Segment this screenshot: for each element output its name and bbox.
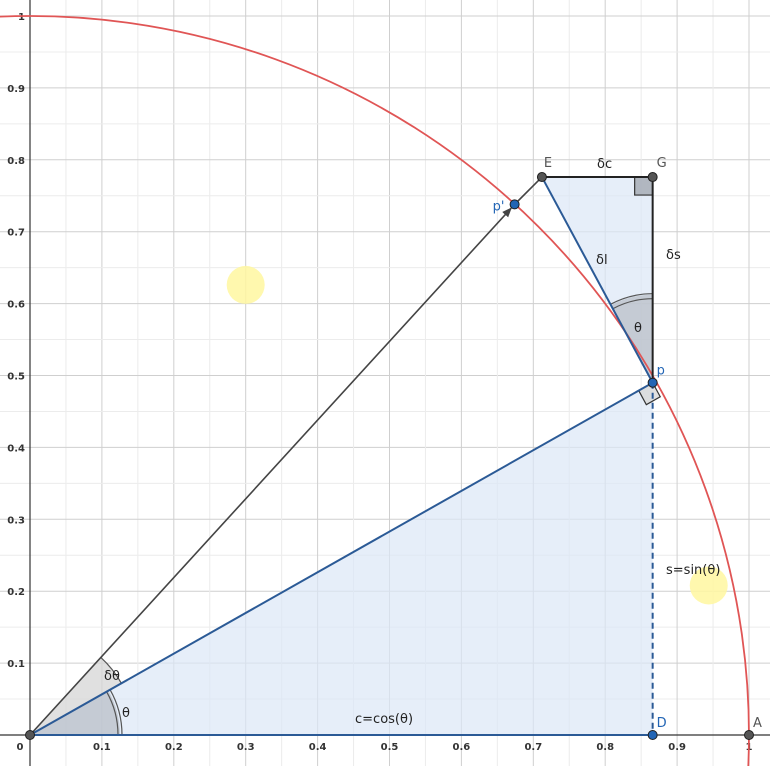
point-p[interactable] bbox=[647, 377, 658, 388]
y-tick-label: 0.1 bbox=[7, 659, 25, 670]
angle-theta-arc-outer bbox=[109, 689, 123, 736]
segment-delta-l[interactable] bbox=[541, 176, 654, 384]
point-g-label: G bbox=[657, 156, 667, 171]
tick-labels: 0 0.1 0.2 0.3 0.4 0.5 0.6 0.7 0.8 0.9 1 0.1 0.2 0.3 0.… bbox=[7, 12, 752, 753]
cos-label: c=cos(θ) bbox=[355, 712, 413, 727]
segment-op[interactable] bbox=[29, 381, 654, 736]
point-p-prime[interactable] bbox=[509, 199, 520, 210]
x-tick-label: 0.7 bbox=[524, 742, 542, 753]
sin-label: s=sin(θ) bbox=[666, 563, 720, 578]
x-tick-label: 0.1 bbox=[93, 742, 111, 753]
x-tick-label: 0.3 bbox=[237, 742, 255, 753]
x-tick-label: 0.9 bbox=[668, 742, 686, 753]
y-tick-label: 0.5 bbox=[7, 372, 25, 383]
point-p-label: p bbox=[657, 364, 665, 379]
point-a-label: A bbox=[753, 716, 762, 731]
delta-theta-label: δθ bbox=[104, 669, 120, 684]
angle-theta-at-p-wedge bbox=[610, 294, 653, 383]
highlight-dot bbox=[689, 566, 728, 605]
point-a[interactable] bbox=[744, 730, 754, 740]
y-tick-label: 0.3 bbox=[7, 515, 25, 526]
angle-theta-at-p-arc bbox=[612, 298, 653, 310]
theta-origin-label: θ bbox=[122, 706, 130, 721]
x-tick-label: 0.4 bbox=[309, 742, 327, 753]
angle-delta-theta-wedge bbox=[30, 657, 122, 735]
angle-theta-at-p-arc-outer bbox=[610, 293, 653, 305]
delta-l-label: δl bbox=[596, 253, 608, 268]
delta-s-label: δs bbox=[666, 248, 681, 263]
x-tick-label: 0.5 bbox=[381, 742, 399, 753]
y-tick-label: 0.9 bbox=[7, 84, 25, 95]
x-tick-label: 0.8 bbox=[596, 742, 614, 753]
x-tick-label: 0.6 bbox=[453, 742, 471, 753]
y-tick-label: 0.4 bbox=[7, 443, 25, 454]
y-tick-label: 1 bbox=[18, 12, 25, 23]
segment-op-prime-extension[interactable] bbox=[514, 176, 543, 205]
y-tick-label: 0.6 bbox=[7, 300, 25, 311]
delta-c-label: δc bbox=[597, 157, 612, 172]
point-e-label: E bbox=[544, 156, 552, 171]
angle-theta-arc bbox=[106, 691, 119, 736]
point-e[interactable] bbox=[536, 172, 547, 183]
vector-o-to-p-prime[interactable] bbox=[29, 207, 512, 736]
point-p-prime-label: p' bbox=[493, 199, 505, 214]
point-g[interactable] bbox=[647, 172, 658, 183]
theta-at-p-label: θ bbox=[634, 321, 642, 336]
y-tick-label: 0.2 bbox=[7, 587, 25, 598]
y-tick-label: 0.8 bbox=[7, 156, 25, 167]
x-tick-label: 0 bbox=[17, 742, 24, 753]
unit-circle-arc[interactable] bbox=[0, 15, 750, 766]
angle-theta-wedge bbox=[30, 690, 120, 735]
point-d[interactable] bbox=[647, 730, 658, 740]
highlight-dot bbox=[226, 265, 265, 304]
point-origin[interactable] bbox=[25, 730, 35, 740]
point-d-label: D bbox=[657, 716, 667, 731]
y-tick-label: 0.7 bbox=[7, 228, 25, 239]
x-tick-label: 0.2 bbox=[165, 742, 183, 753]
